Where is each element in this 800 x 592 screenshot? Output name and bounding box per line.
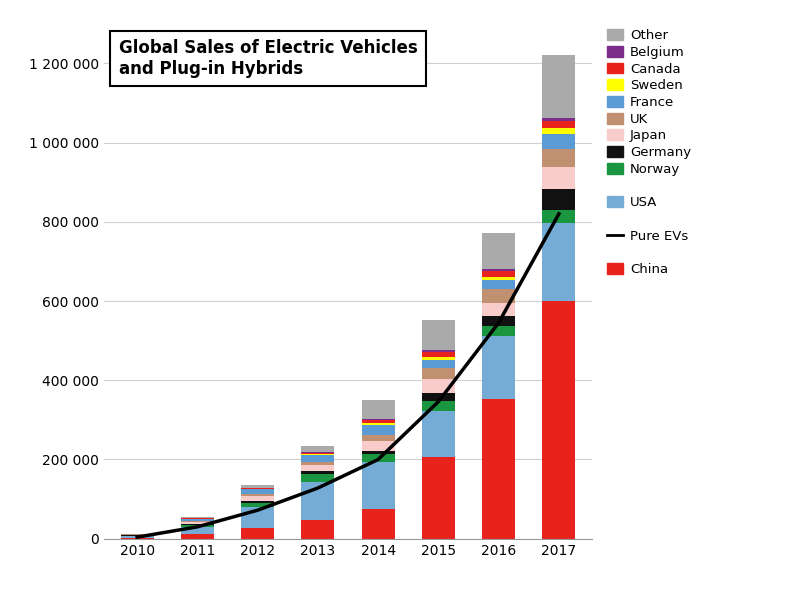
Bar: [362, 454, 394, 462]
Bar: [482, 277, 515, 281]
Bar: [422, 368, 455, 379]
Bar: [422, 456, 455, 539]
Bar: [241, 489, 274, 494]
Text: Global Sales of Electric Vehicles
and Plug-in Hybrids: Global Sales of Electric Vehicles and Pl…: [118, 39, 418, 78]
Bar: [422, 401, 455, 411]
Bar: [542, 149, 575, 168]
Bar: [362, 462, 394, 509]
Bar: [542, 128, 575, 134]
Bar: [302, 471, 334, 474]
Bar: [302, 474, 334, 482]
Bar: [542, 301, 575, 539]
Bar: [482, 281, 515, 289]
Bar: [302, 452, 334, 453]
Bar: [181, 521, 214, 522]
Bar: [362, 509, 394, 539]
Bar: [422, 357, 455, 360]
Bar: [362, 420, 394, 423]
Bar: [542, 210, 575, 223]
Bar: [482, 399, 515, 539]
Bar: [302, 454, 334, 455]
Bar: [542, 189, 575, 210]
Bar: [181, 522, 214, 524]
Bar: [241, 503, 274, 507]
Bar: [422, 320, 455, 350]
Bar: [362, 419, 394, 420]
Bar: [302, 453, 334, 454]
Bar: [542, 118, 575, 121]
Bar: [362, 435, 394, 441]
Bar: [542, 134, 575, 149]
Bar: [181, 517, 214, 518]
Bar: [482, 317, 515, 326]
Bar: [482, 271, 515, 277]
Bar: [542, 223, 575, 301]
Bar: [121, 538, 154, 539]
Bar: [362, 441, 394, 451]
Bar: [241, 501, 274, 503]
Bar: [241, 484, 274, 488]
Bar: [302, 482, 334, 520]
Bar: [422, 411, 455, 456]
Bar: [482, 336, 515, 399]
Bar: [482, 303, 515, 317]
Bar: [542, 168, 575, 189]
Bar: [362, 426, 394, 435]
Bar: [542, 54, 575, 118]
Bar: [121, 536, 154, 538]
Bar: [482, 326, 515, 336]
Bar: [482, 269, 515, 271]
Bar: [422, 360, 455, 368]
Bar: [181, 524, 214, 525]
Bar: [302, 520, 334, 539]
Bar: [241, 488, 274, 489]
Bar: [241, 507, 274, 527]
Bar: [302, 462, 334, 465]
Bar: [422, 350, 455, 352]
Bar: [302, 465, 334, 471]
Legend: Other, Belgium, Canada, Sweden, France, UK, Japan, Germany, Norway, , USA, , Pur: Other, Belgium, Canada, Sweden, France, …: [603, 25, 695, 280]
Bar: [181, 519, 214, 521]
Bar: [181, 527, 214, 534]
Bar: [482, 289, 515, 303]
Bar: [422, 352, 455, 357]
Bar: [482, 233, 515, 269]
Bar: [362, 451, 394, 454]
Bar: [362, 400, 394, 419]
Bar: [302, 455, 334, 462]
Bar: [181, 525, 214, 527]
Bar: [362, 423, 394, 426]
Bar: [241, 527, 274, 539]
Bar: [422, 379, 455, 393]
Bar: [181, 534, 214, 539]
Bar: [241, 494, 274, 496]
Bar: [542, 121, 575, 128]
Bar: [302, 446, 334, 452]
Bar: [422, 393, 455, 401]
Bar: [241, 496, 274, 501]
